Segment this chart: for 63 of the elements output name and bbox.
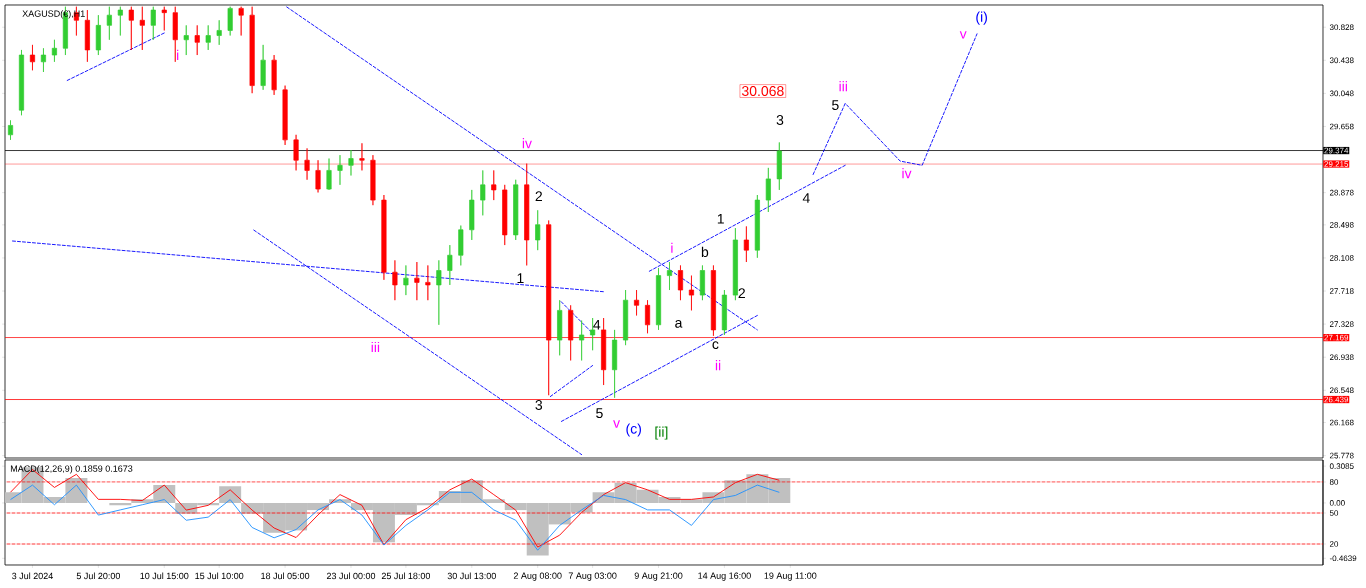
y-tick-label: 29.658 [1329,123,1354,130]
annotation: [ii] [655,426,668,440]
annotation: 3 [535,400,543,410]
annotation: (c) [626,423,641,437]
x-tick-label: 3 Jul 2024 [12,572,53,580]
y2-tick-label: 20 [1329,541,1339,547]
y-tick-label: 26.938 [1329,354,1354,361]
y-tick-label: 30.438 [1329,57,1354,64]
annotation: ii [715,360,721,371]
annotation: i [177,49,179,60]
x-tick-label: 23 Jul 00:00 [326,572,376,580]
x-tick-label: 30 Jul 13:00 [447,572,496,580]
ref-line-label: 27.169 [1324,334,1349,341]
x-tick-label: 9 Aug 21:00 [634,572,683,581]
y2-tick-label: 50 [1329,510,1339,516]
x-tick-label: 10 Jul 15:00 [140,572,189,580]
y-tick-label: 0.3085 [1329,463,1354,469]
annotation: 4 [593,319,601,330]
annotation: (i) [976,11,987,25]
annotation: c [712,341,719,350]
x-tick-label: 18 Jul 05:00 [261,572,310,580]
y-tick-label: 26.548 [1329,387,1354,394]
y-tick-label: 30.828 [1329,24,1354,31]
y-tick-label: 27.328 [1329,321,1354,327]
y-tick-label: -0.4639 [1329,555,1357,562]
annotation: 1 [517,273,524,283]
annotation: 2 [535,191,542,202]
y-tick-label: 28.878 [1329,189,1354,196]
annotation: 2 [738,288,745,298]
annotation: iv [522,138,532,149]
x-tick-label: 14 Aug 16:00 [698,572,751,581]
y-tick-label: 28.498 [1329,222,1354,228]
annotation: v [959,31,967,39]
annotation: 4 [802,193,810,203]
text: MACD(12,26,9) 0.1859 0.1673 [10,465,133,474]
y-tick-label: 25.778 [1329,452,1354,459]
x-tick-label: 19 Aug 11:00 [764,572,817,581]
y-tick-label: 30.048 [1329,90,1354,97]
x-tick-label: 2 Aug 08:00 [513,572,562,581]
x-tick-label: 7 Aug 03:00 [568,572,617,581]
ref-line-label: 26.439 [1324,396,1349,403]
y-tick-label: 0.00 [1329,500,1345,506]
y2-tick-label: 80 [1329,479,1339,485]
x-tick-label: 5 Jul 20:00 [76,572,121,580]
x-tick-label: 15 Jul 10:00 [195,572,244,580]
annotation: b [701,246,709,258]
y-tick-label: 27.718 [1329,288,1354,294]
annotation: v [613,420,621,428]
annotation: 3 [776,115,784,126]
annotation: 1 [717,213,724,224]
annotation: a [675,320,683,328]
x-tick-label: 25 Jul 18:00 [381,572,431,580]
annotation: iv [902,167,912,179]
annotation: 5 [832,100,839,110]
annotation: 30.068 [741,86,784,97]
ref-line-label: 29.215 [1324,161,1349,167]
y-tick-label: 28.108 [1329,255,1354,261]
ref-line-label: 29.374 [1324,147,1349,154]
annotation: i [671,242,673,253]
annotation: iii [371,341,380,353]
annotation: iii [839,81,847,92]
y-tick-label: 26.168 [1329,419,1354,426]
annotation: 5 [596,408,603,419]
